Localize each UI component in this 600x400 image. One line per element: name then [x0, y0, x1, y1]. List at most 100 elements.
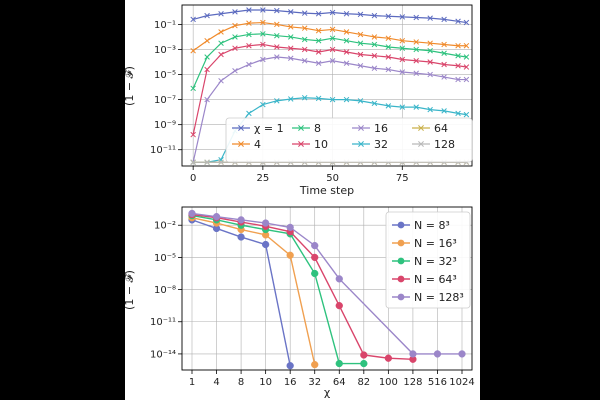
top-legend-label-8: 8 — [314, 122, 321, 135]
bottom-chart: 1 4 8 10 16 32 64 82 100 128 516 1024 10⁻¹⁴10⁻¹¹10⁻… — [123, 206, 475, 399]
top-point-10 — [329, 46, 336, 53]
top-point-4 — [463, 42, 470, 49]
bottom-point-n-32 — [311, 269, 319, 278]
top-point-16 — [287, 55, 294, 62]
top-point-10 — [287, 45, 294, 51]
top-legend-box — [225, 117, 473, 163]
top-point-1 — [343, 11, 350, 17]
top-point-8 — [427, 47, 433, 54]
bottom-series — [188, 209, 466, 370]
top-point-16 — [399, 69, 406, 75]
bottom-point-n-128 — [409, 350, 417, 358]
figure-background — [125, 0, 480, 400]
top-point-8 — [204, 54, 210, 60]
top-point-32 — [315, 95, 322, 102]
bottom-point-n-128 — [212, 213, 221, 221]
top-point-4 — [260, 19, 266, 26]
top-x-tick-label: 25 — [256, 173, 269, 184]
top-legend-marker-10 — [298, 141, 304, 147]
bottom-point-n-128 — [335, 275, 343, 283]
top-point-10 — [274, 44, 280, 50]
top-point-10 — [427, 59, 433, 65]
top-legend-label-1: χ = 1 — [254, 122, 284, 135]
top-point-1 — [301, 10, 308, 16]
top-point-8 — [315, 37, 322, 44]
top-point-1 — [399, 14, 406, 20]
top-point-1 — [274, 7, 280, 14]
bottom-series-line-n-16 — [191, 217, 316, 365]
top-point-32 — [246, 110, 252, 117]
top-point-1 — [455, 18, 461, 25]
top-legend-label-10: 10 — [314, 138, 328, 151]
top-point-32 — [399, 104, 406, 110]
bottom-legend-label-n-16: N = 16³ — [414, 237, 457, 250]
top-point-32 — [455, 110, 461, 117]
top-legend-marker-32 — [358, 141, 364, 147]
top-point-1 — [329, 9, 336, 16]
bottom-point-n-64 — [360, 351, 368, 359]
top-point-10 — [260, 41, 266, 48]
bottom-legend-box — [385, 211, 471, 309]
top-point-10 — [218, 51, 224, 58]
top-point-4 — [315, 27, 322, 34]
top-point-4 — [232, 22, 238, 29]
top-point-10 — [399, 56, 406, 63]
top-y-tick-label: 10⁻¹ — [154, 20, 176, 31]
top-point-10 — [343, 49, 350, 55]
bottom-x-tick-label: 516 — [428, 377, 447, 388]
top-legend-label-4: 4 — [254, 138, 261, 151]
top-point-8 — [218, 40, 224, 46]
top-point-8 — [260, 31, 266, 37]
bottom-x-tick-label: 4 — [213, 377, 219, 388]
bottom-y-tick-label: 10⁻⁵ — [154, 253, 176, 264]
top-point-10 — [246, 42, 252, 49]
top-point-1 — [463, 19, 470, 26]
bottom-x-tick-label: 16 — [284, 377, 297, 388]
top-point-32 — [441, 108, 447, 114]
top-point-10 — [463, 64, 470, 70]
top-x-ticks: 0 25 50 75 — [190, 166, 409, 184]
bottom-y-axis-label: (1 − 𝓕) — [123, 270, 136, 310]
bottom-series-line-n-128 — [191, 212, 462, 355]
top-point-8 — [463, 54, 470, 60]
top-legend-marker-64 — [418, 125, 424, 131]
top-point-1 — [385, 13, 392, 20]
top-point-8 — [343, 37, 350, 44]
top-point-4 — [287, 24, 294, 30]
top-point-16 — [385, 66, 392, 73]
top-point-16 — [357, 63, 364, 69]
bottom-x-axis-label: χ — [324, 386, 331, 399]
top-point-8 — [246, 31, 252, 38]
bottom-point-n-128 — [458, 350, 466, 358]
top-point-8 — [329, 35, 336, 41]
bottom-x-tick-label: 8 — [238, 377, 244, 388]
top-legend-label-16: 16 — [374, 122, 388, 135]
bottom-x-tick-label: 100 — [379, 377, 398, 388]
top-point-8 — [190, 85, 196, 92]
top-y-tick-label: 10⁻⁹ — [154, 120, 176, 131]
bottom-y-tick-label: 10⁻¹⁴ — [150, 349, 176, 360]
top-point-32 — [287, 96, 294, 102]
top-point-1 — [260, 7, 266, 13]
bottom-legend-marker-n-64 — [397, 275, 405, 283]
top-point-10 — [385, 54, 392, 60]
bottom-point-n-64 — [335, 302, 343, 310]
bottom-series-line-n-64 — [191, 213, 413, 360]
top-point-16 — [329, 58, 336, 64]
bottom-legend-label-n-64: N = 64³ — [414, 273, 457, 286]
top-point-32 — [413, 104, 419, 110]
bottom-axes-frame — [181, 206, 473, 371]
top-point-16 — [246, 61, 252, 68]
top-point-10 — [301, 46, 308, 53]
top-point-4 — [385, 35, 392, 41]
top-point-4 — [329, 26, 336, 33]
bottom-point-n-64 — [311, 253, 319, 262]
top-y-tick-label: 10⁻³ — [154, 45, 176, 56]
top-point-4 — [190, 47, 196, 54]
bottom-y-ticks: 10⁻¹⁴ 10⁻¹¹ 10⁻⁸ 10⁻⁵ 10⁻² — [150, 221, 182, 360]
bottom-legend-label-n-8: N = 8³ — [414, 219, 450, 232]
top-point-128 — [218, 159, 224, 165]
top-point-32 — [274, 98, 280, 104]
top-point-16 — [343, 60, 350, 67]
